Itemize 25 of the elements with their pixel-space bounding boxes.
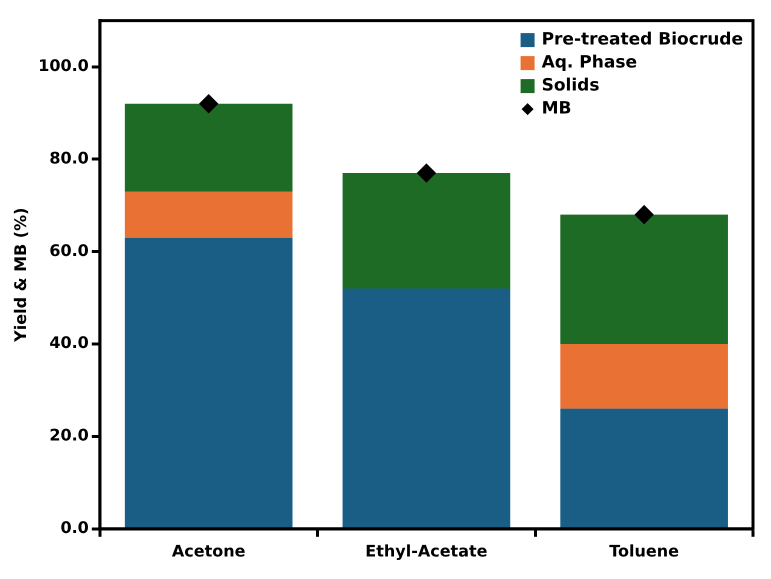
legend-label: Aq. Phase: [542, 52, 637, 73]
point: [416, 164, 436, 183]
legend-label: Pre-treated Biocrude: [542, 30, 744, 50]
bar: [342, 173, 510, 289]
point: [634, 205, 654, 224]
y-tick-label: 40.0: [49, 333, 89, 352]
bar: [124, 192, 292, 238]
y-tick-label: 0.0: [60, 518, 89, 537]
bar: [560, 408, 728, 528]
bar: [124, 104, 292, 192]
bar: [560, 214, 728, 344]
y-tick-label: 80.0: [49, 148, 89, 168]
x-tick-label: Toluene: [609, 542, 680, 561]
bar: [560, 344, 728, 409]
bar: [124, 238, 292, 528]
y-tick-label: 100.0: [38, 56, 89, 75]
y-tick-label: 60.0: [49, 240, 89, 260]
y-tick-label: 20.0: [49, 426, 89, 445]
bar: [342, 288, 510, 528]
y-axis-title: Yield & MB (%): [10, 208, 30, 343]
legend-label: MB: [542, 98, 572, 119]
point: [199, 94, 218, 114]
legend-label: Solids: [542, 76, 600, 96]
x-tick-label: Acetone: [172, 542, 246, 561]
x-tick-label: Ethyl-Acetate: [365, 542, 488, 561]
